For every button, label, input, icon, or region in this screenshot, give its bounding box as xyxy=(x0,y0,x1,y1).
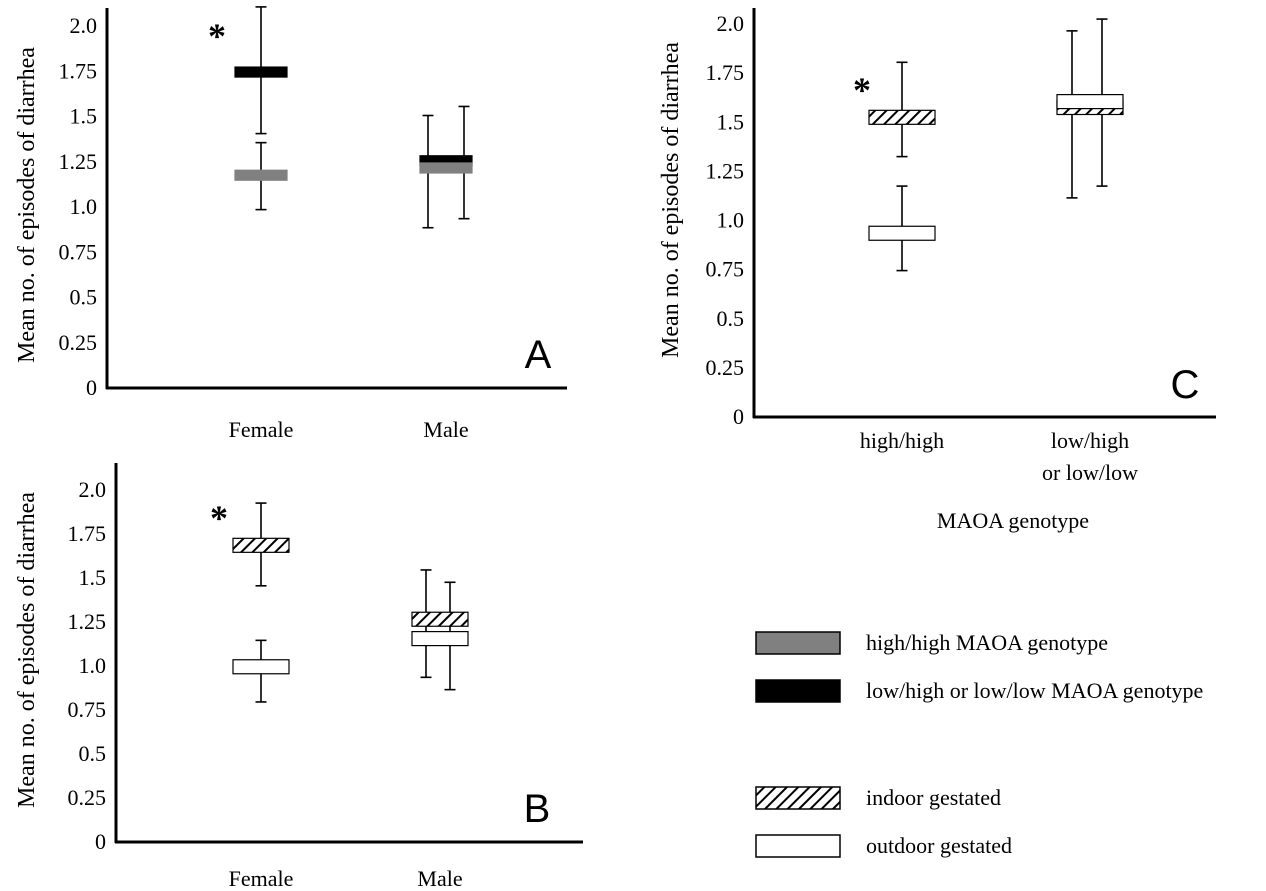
y-tick-label: 0.25 xyxy=(59,330,98,355)
legend-label-indoor: indoor gestated xyxy=(866,785,1001,810)
legend-swatch-high xyxy=(755,631,841,655)
y-tick-label: 1.5 xyxy=(70,104,98,129)
legend: high/high MAOA genotype low/high or low/l… xyxy=(755,630,1203,858)
mean-box-outdoor xyxy=(1056,93,1124,110)
y-tick-label: 0 xyxy=(95,829,106,854)
y-tick-label: 0.75 xyxy=(706,257,745,282)
y-tick-label: 0.75 xyxy=(59,239,98,264)
category-label: Male xyxy=(417,866,462,891)
category-label: Female xyxy=(229,866,294,891)
mean-box-outdoor xyxy=(868,225,936,241)
mean-box-outdoor xyxy=(411,630,469,647)
mean-box-indoor xyxy=(868,109,936,125)
y-tick-label: 1.25 xyxy=(59,149,98,174)
legend-label-high: high/high MAOA genotype xyxy=(866,630,1108,655)
panel-letter: C xyxy=(1171,363,1200,407)
legend-swatch-outdoor xyxy=(755,834,841,858)
significance-asterisk: * xyxy=(208,16,226,56)
legend-swatch-indoor xyxy=(755,786,841,810)
y-tick-label: 1.25 xyxy=(706,158,745,183)
significance-asterisk: * xyxy=(853,70,871,110)
y-axis-label: Mean no. of episodes of diarrhea xyxy=(14,492,40,808)
category-label: or low/low xyxy=(1042,460,1138,485)
y-tick-label: 1.0 xyxy=(70,194,98,219)
y-tick-label: 0.25 xyxy=(68,785,107,810)
category-label: Female xyxy=(229,417,294,442)
x-axis-label: MAOA genotype xyxy=(937,508,1089,533)
y-tick-label: 0 xyxy=(733,404,744,429)
panel-a: 0 0.25 0.5 0.75 1.0 1.25 1.5 1.75 2.0 Mean no. of… xyxy=(14,6,567,442)
y-tick-label: 1.5 xyxy=(79,565,107,590)
category-label: Male xyxy=(423,417,468,442)
panel-letter: A xyxy=(525,333,552,377)
legend-label-low: low/high or low/low MAOA genotype xyxy=(866,678,1203,703)
legend-label-outdoor: outdoor gestated xyxy=(866,833,1012,858)
y-axis-label: Mean no. of episodes of diarrhea xyxy=(658,42,684,358)
y-tick-label: 2.0 xyxy=(79,477,107,502)
y-tick-label: 1.75 xyxy=(59,58,98,83)
y-tick-label: 2.0 xyxy=(717,11,745,36)
y-tick-label: 1.0 xyxy=(79,653,107,678)
significance-asterisk: * xyxy=(210,498,228,538)
y-tick-label: 0.75 xyxy=(68,697,107,722)
y-tick-label: 0.25 xyxy=(706,355,745,380)
mean-box-indoor xyxy=(411,611,469,627)
y-tick-label: 0.5 xyxy=(717,306,745,331)
y-tick-label: 0 xyxy=(86,375,97,400)
y-tick-label: 1.0 xyxy=(717,208,745,233)
mean-box-indoor xyxy=(232,537,290,553)
panel-letter: B xyxy=(524,787,551,831)
category-label: high/high xyxy=(860,428,944,453)
mean-box-high xyxy=(419,162,473,174)
y-tick-label: 2.0 xyxy=(70,13,98,38)
y-tick-label: 1.25 xyxy=(68,609,107,634)
category-label: low/high xyxy=(1051,428,1129,453)
y-tick-label: 1.75 xyxy=(706,60,745,85)
panel-c: 0 0.25 0.5 0.75 1.0 1.25 1.5 1.75 2.0 Mean no. of… xyxy=(658,8,1216,533)
y-axis-label: Mean no. of episodes of diarrhea xyxy=(14,47,40,363)
panel-b: 0 0.25 0.5 0.75 1.0 1.25 1.5 1.75 2.0 Mean no. of… xyxy=(14,463,583,891)
legend-swatch-low xyxy=(755,679,841,703)
mean-box-outdoor xyxy=(232,659,290,675)
mean-box-high xyxy=(234,169,288,181)
y-tick-label: 1.75 xyxy=(68,521,107,546)
y-tick-label: 1.5 xyxy=(717,109,745,134)
y-tick-label: 0.5 xyxy=(70,285,98,310)
mean-box-low xyxy=(234,66,288,78)
y-tick-label: 0.5 xyxy=(79,741,107,766)
